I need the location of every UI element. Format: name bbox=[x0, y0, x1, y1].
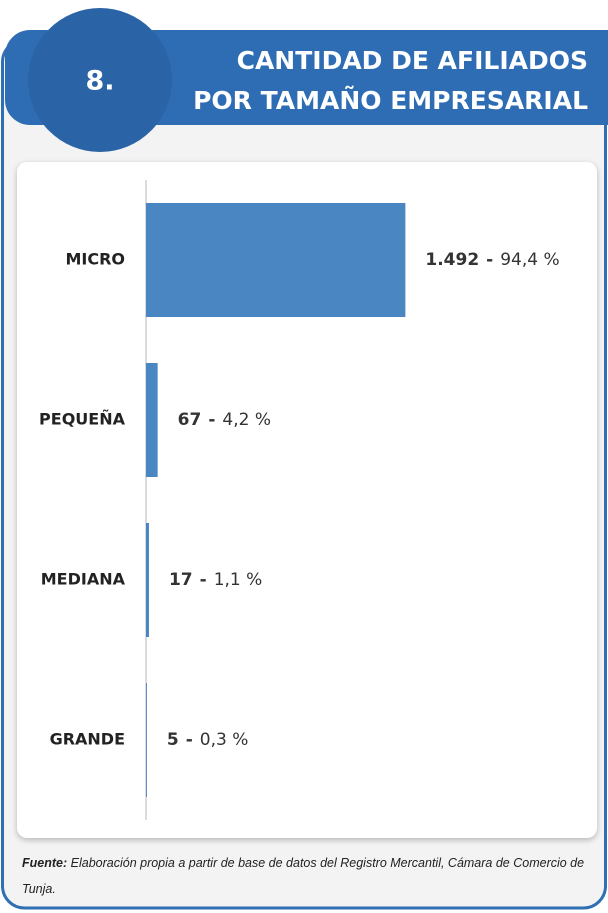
value: 1.492 bbox=[425, 250, 479, 270]
separator: - bbox=[486, 250, 493, 270]
chart-panel bbox=[17, 162, 597, 838]
category-label: PEQUEÑA bbox=[39, 410, 126, 429]
percentage: 94,4 % bbox=[500, 250, 559, 270]
badge bbox=[28, 8, 172, 152]
value-label: 5-0,3 % bbox=[167, 730, 249, 750]
bar bbox=[146, 363, 158, 477]
percentage: 1,1 % bbox=[214, 570, 263, 590]
category-label: MEDIANA bbox=[41, 570, 126, 589]
value-label: 1.492-94,4 % bbox=[425, 250, 559, 270]
value-label: 67-4,2 % bbox=[178, 410, 271, 430]
bar bbox=[146, 203, 406, 317]
value: 17 bbox=[169, 570, 193, 590]
source-text: Elaboración propia a partir de base de d… bbox=[22, 856, 585, 896]
source-note: Fuente: Elaboración propia a partir de b… bbox=[22, 850, 594, 902]
value: 67 bbox=[178, 410, 202, 430]
title-line: CANTIDAD DE AFILIADOS bbox=[237, 46, 588, 75]
percentage: 4,2 % bbox=[222, 410, 271, 430]
separator: - bbox=[208, 410, 215, 430]
value-label: 17-1,1 % bbox=[169, 570, 262, 590]
bar bbox=[146, 523, 149, 637]
source-label: Fuente: bbox=[22, 856, 68, 870]
title-line: POR TAMAÑO EMPRESARIAL bbox=[193, 86, 588, 115]
badge-number: 8. bbox=[85, 66, 114, 97]
category-label: GRANDE bbox=[50, 730, 125, 749]
bar bbox=[146, 683, 147, 797]
separator: - bbox=[186, 730, 193, 750]
value: 5 bbox=[167, 730, 179, 750]
percentage: 0,3 % bbox=[200, 730, 249, 750]
separator: - bbox=[200, 570, 207, 590]
category-label: MICRO bbox=[65, 250, 125, 269]
